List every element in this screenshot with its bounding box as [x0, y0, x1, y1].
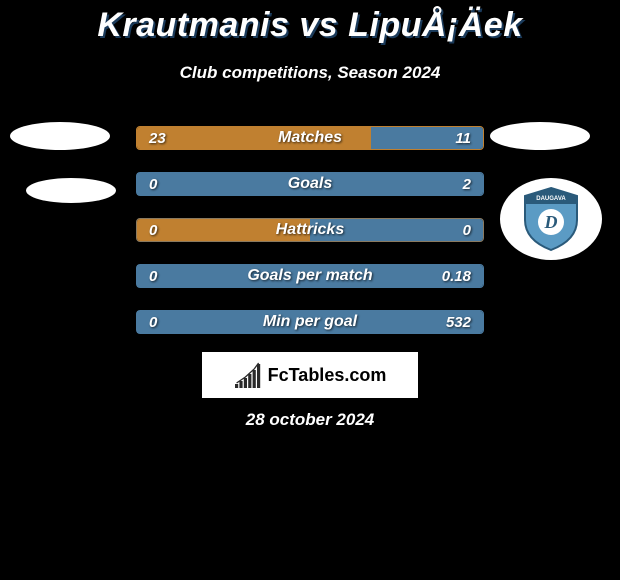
stat-row: 00Hattricks — [136, 218, 484, 242]
stat-label: Hattricks — [137, 221, 483, 239]
player-left-avatar-top — [10, 122, 110, 150]
club-name-text: DAUGAVA — [536, 196, 566, 202]
bar-chart-icon — [234, 362, 262, 388]
page-subtitle: Club competitions, Season 2024 — [0, 63, 620, 83]
branding-box: FcTables.com — [202, 352, 418, 398]
player-left-avatar-bottom — [26, 178, 116, 203]
player-right-club-badge: DAUGAVA D — [500, 178, 602, 260]
stat-label: Matches — [137, 129, 483, 147]
page-title: Krautmanis vs LipuÅ¡Äek — [0, 0, 620, 45]
player-right-avatar-top — [490, 122, 590, 150]
club-letter-text: D — [544, 212, 558, 232]
stat-label: Min per goal — [137, 313, 483, 331]
branding-text: FcTables.com — [268, 365, 387, 386]
page-date: 28 october 2024 — [0, 410, 620, 430]
stat-row: 02Goals — [136, 172, 484, 196]
comparison-bars: 2311Matches 02Goals 00Hattricks 00.18Goals … — [136, 126, 484, 356]
stat-row: 00.18Goals per match — [136, 264, 484, 288]
stat-label: Goals per match — [137, 267, 483, 285]
stat-label: Goals — [137, 175, 483, 193]
stat-row: 0532Min per goal — [136, 310, 484, 334]
stat-row: 2311Matches — [136, 126, 484, 150]
shield-icon: DAUGAVA D — [521, 186, 581, 252]
